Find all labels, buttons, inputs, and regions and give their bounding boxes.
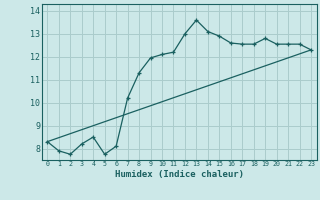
X-axis label: Humidex (Indice chaleur): Humidex (Indice chaleur) — [115, 170, 244, 179]
